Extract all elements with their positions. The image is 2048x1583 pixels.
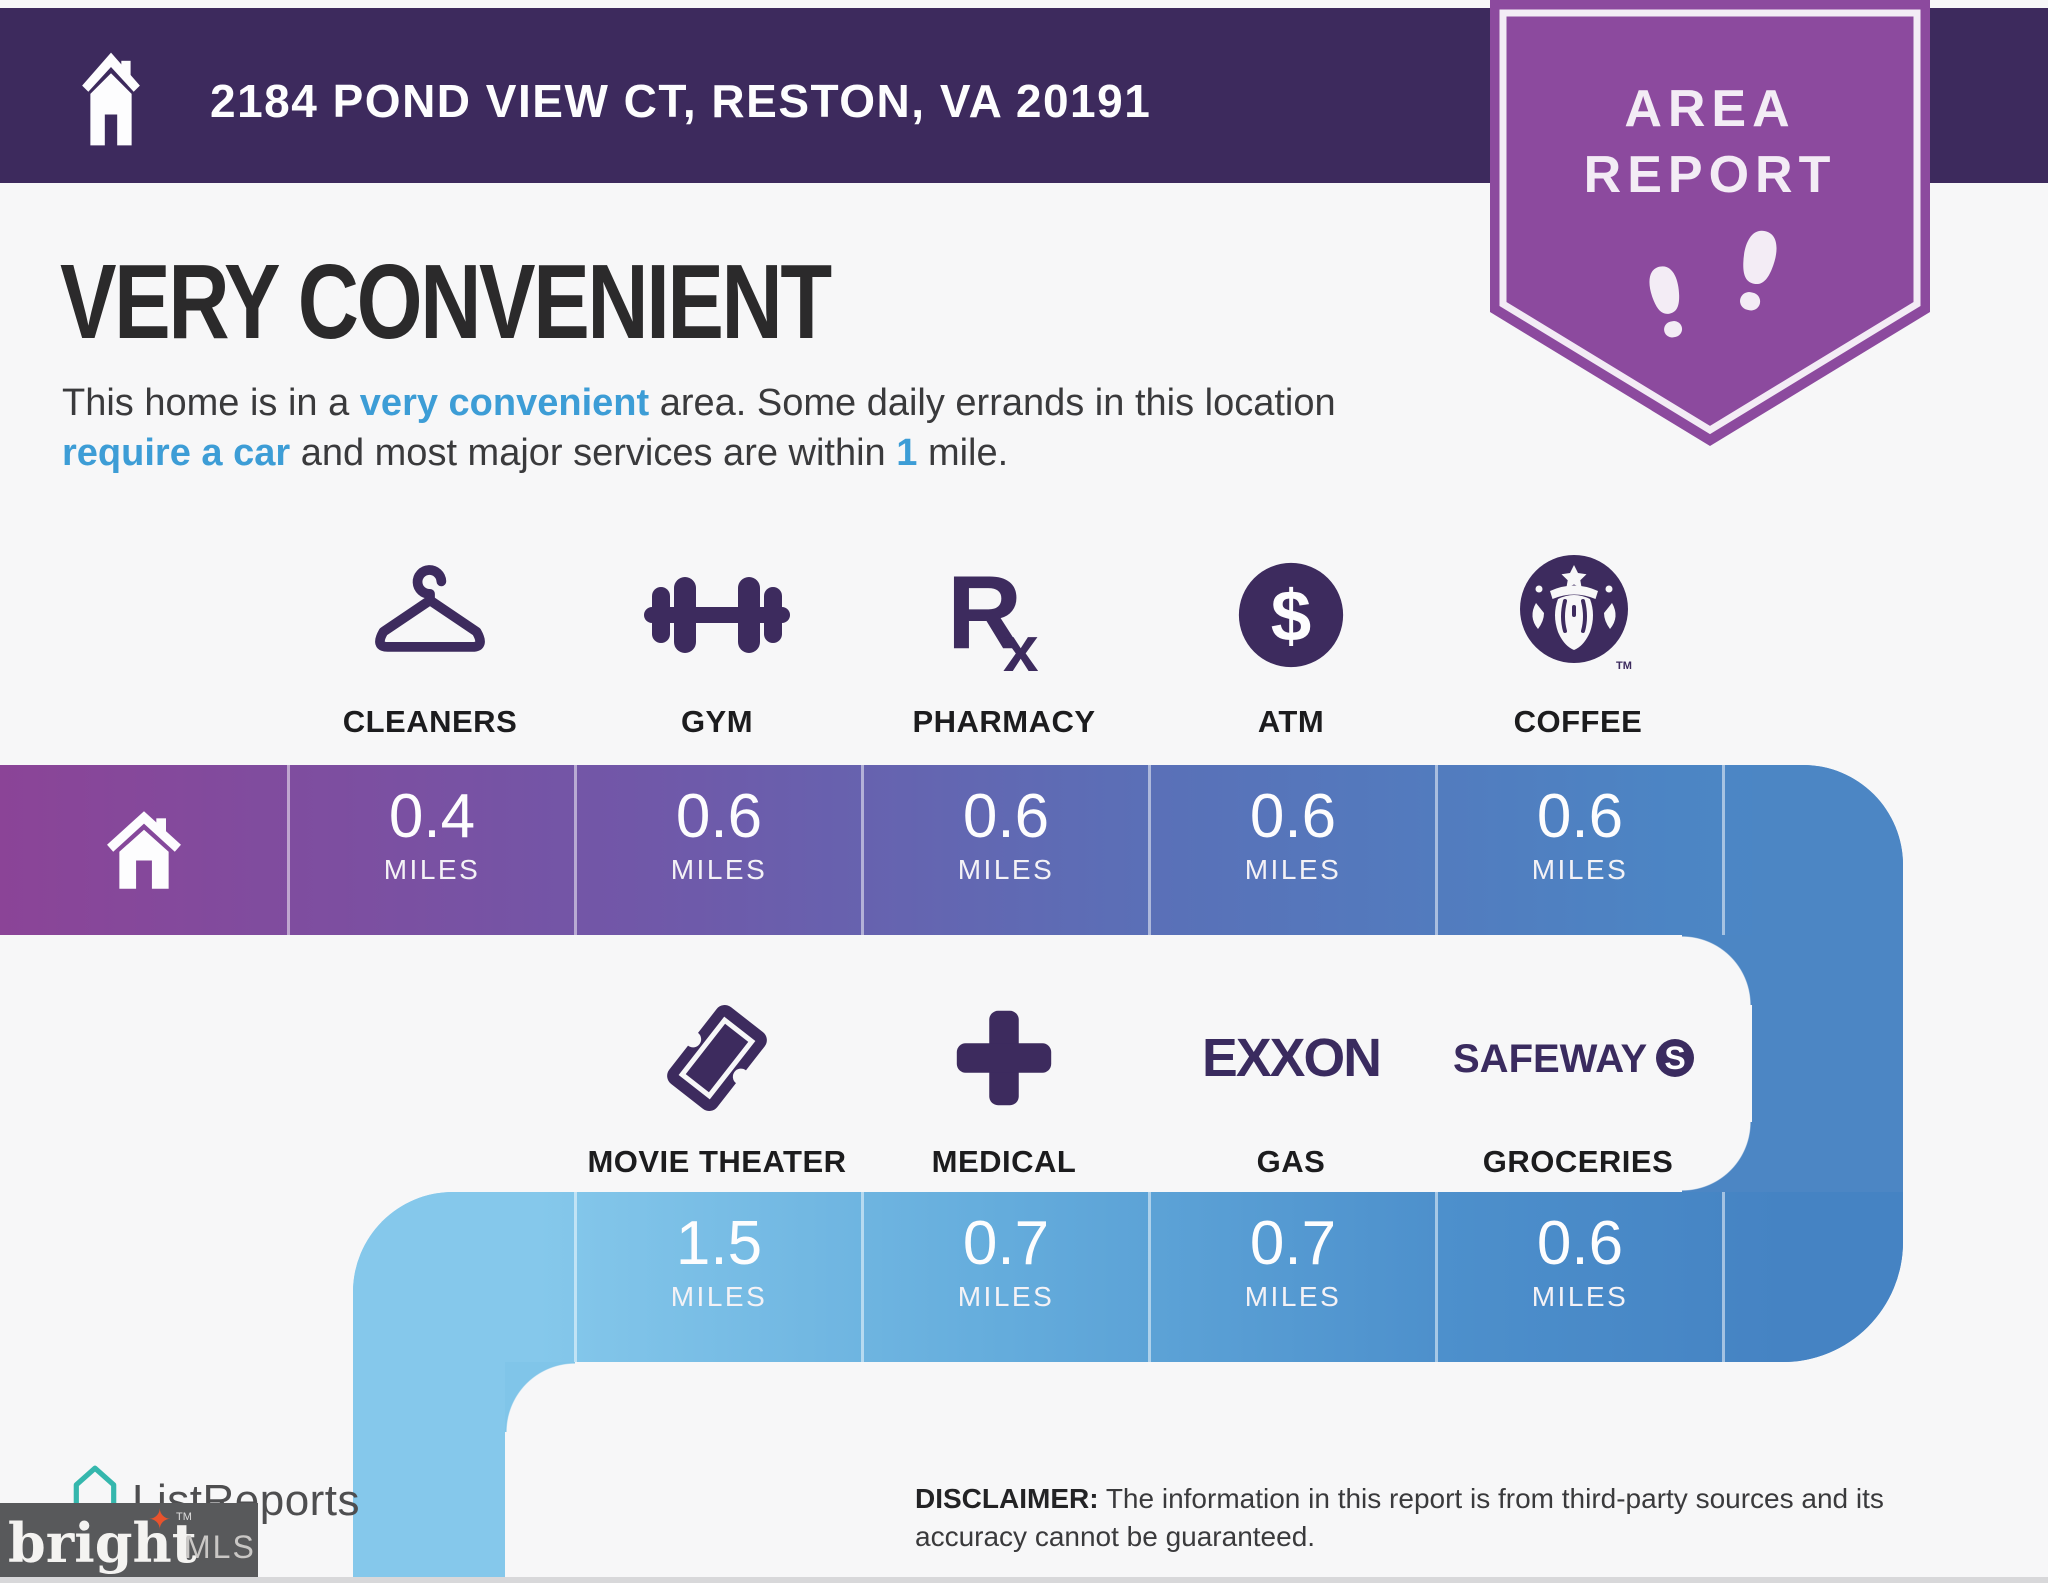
intro-text: area. Some daily errands in this locatio…: [649, 382, 1336, 424]
distance-cell-pharmacy: 0.6 MILES: [861, 765, 1148, 935]
bright-logo-text: bright: [8, 1511, 197, 1575]
service-label: GYM: [680, 704, 754, 739]
distance-value: 1.5: [675, 1209, 763, 1278]
distance-cell-movie-theater: 1.5 MILES: [574, 1192, 861, 1362]
page-title: VERY CONVENIENT: [60, 243, 832, 361]
service-gas: EXXON GAS: [1141, 985, 1441, 1180]
badge-inner-border: [1499, 9, 1921, 435]
safeway-logo: SAFEWAY S: [1453, 985, 1703, 1130]
distance-cell-gym: 0.6 MILES: [574, 765, 861, 935]
intro-highlight-require-a-car: require a car: [62, 432, 291, 474]
home-icon: [82, 52, 140, 146]
service-label: CLEANERS: [342, 704, 518, 739]
dollar-circle-icon: $: [1232, 540, 1350, 690]
svg-text:TM: TM: [1616, 660, 1632, 672]
distance-value: 0.6: [1536, 1209, 1624, 1278]
starbucks-logo-icon: TM: [1512, 540, 1644, 690]
distance-bar-top: [0, 765, 1903, 935]
rx-icon: R x: [939, 540, 1069, 690]
distance-unit: MILES: [1244, 1281, 1342, 1312]
intro-text: and most major services are within: [290, 432, 897, 474]
intro-highlight-very-convenient: very convenient: [359, 382, 650, 424]
footprints-icon: [1649, 230, 1777, 338]
mls-label: MLS: [184, 1529, 256, 1565]
distance-unit: MILES: [1531, 854, 1629, 885]
distance-cell-cleaners: 0.4 MILES: [287, 765, 574, 935]
bright-mls-logo: bright ✦ TM MLS: [0, 1503, 258, 1583]
service-pharmacy: R x PHARMACY: [854, 540, 1154, 740]
intro-paragraph: This home is in a very convenient area. …: [62, 378, 1432, 478]
distance-cell-gas: 0.7 MILES: [1148, 1192, 1435, 1362]
distance-value: 0.6: [1249, 782, 1337, 851]
distance-unit: MILES: [957, 854, 1055, 885]
dumbbell-icon: [642, 540, 792, 690]
cell-separator: [1722, 765, 1725, 935]
distance-cell-medical: 0.7 MILES: [861, 1192, 1148, 1362]
service-label: COFFEE: [1513, 704, 1643, 739]
connector-column-left: [353, 1192, 505, 1583]
distance-unit: MILES: [957, 1281, 1055, 1312]
hanger-icon: [365, 540, 495, 690]
disclaimer-label: DISCLAIMER:: [915, 1483, 1099, 1514]
svg-text:R: R: [947, 558, 1022, 671]
distance-value: 0.7: [962, 1209, 1050, 1278]
medical-cross-icon: [945, 985, 1063, 1130]
service-gym: GYM: [567, 540, 867, 740]
corner-fillet: [505, 1362, 575, 1432]
svg-text:x: x: [1003, 613, 1039, 673]
distance-unit: MILES: [670, 854, 768, 885]
distance-value: 0.6: [1536, 782, 1624, 851]
service-groceries: SAFEWAY S GROCERIES: [1428, 985, 1728, 1180]
service-movie-theater: MOVIE THEATER: [567, 985, 867, 1180]
svg-text:S: S: [1664, 1040, 1685, 1076]
svg-text:SAFEWAY: SAFEWAY: [1453, 1037, 1647, 1081]
badge-shape: [1490, 0, 1930, 446]
service-label: MEDICAL: [931, 1144, 1077, 1179]
badge-line2: REPORT: [1584, 146, 1837, 204]
distance-cell-groceries: 0.6 MILES: [1435, 1192, 1722, 1362]
service-label: MOVIE THEATER: [587, 1144, 847, 1179]
distance-cell-atm: 0.6 MILES: [1148, 765, 1435, 935]
service-medical: MEDICAL: [854, 985, 1154, 1180]
service-cleaners: CLEANERS: [280, 540, 580, 740]
svg-text:EXXON: EXXON: [1202, 1029, 1380, 1088]
area-report-badge: AREA REPORT: [1490, 0, 1930, 446]
distance-unit: MILES: [1244, 854, 1342, 885]
service-label: PHARMACY: [912, 704, 1096, 739]
distance-unit: MILES: [1531, 1281, 1629, 1312]
corner-fillet: [1682, 935, 1752, 1005]
distance-value: 0.6: [675, 782, 763, 851]
trademark-label: TM: [176, 1511, 192, 1523]
intro-text: mile.: [917, 432, 1009, 474]
cell-separator: [1722, 1192, 1725, 1362]
svg-text:$: $: [1271, 576, 1311, 657]
distance-cell-coffee: 0.6 MILES: [1435, 765, 1722, 935]
intro-highlight-1: 1: [896, 432, 918, 474]
disclaimer-text: DISCLAIMER: The information in this repo…: [915, 1483, 1884, 1552]
distance-value: 0.7: [1249, 1209, 1337, 1278]
service-label: GROCERIES: [1482, 1144, 1674, 1179]
badge-line1: AREA: [1624, 80, 1795, 138]
distance-unit: MILES: [670, 1281, 768, 1312]
distance-unit: MILES: [383, 854, 481, 885]
ticket-icon: [646, 985, 788, 1130]
distance-value: 0.6: [962, 782, 1050, 851]
page-bottom-edge: [0, 1577, 2048, 1583]
home-start-cell: [0, 765, 287, 935]
star-icon: ✦: [148, 1504, 172, 1535]
service-coffee: TM COFFEE: [1428, 540, 1728, 740]
service-label: GAS: [1256, 1144, 1326, 1179]
service-label: ATM: [1257, 704, 1325, 739]
home-icon: [106, 811, 181, 889]
exxon-logo: EXXON: [1181, 985, 1401, 1130]
corner-fillet: [1682, 1122, 1752, 1192]
service-atm: $ ATM: [1141, 540, 1441, 740]
intro-text: This home is in a: [62, 382, 360, 424]
distance-bar-bottom: [353, 1192, 1903, 1362]
distance-value: 0.4: [388, 782, 476, 851]
property-address: 2184 POND VIEW CT, RESTON, VA 20191: [210, 75, 1152, 127]
